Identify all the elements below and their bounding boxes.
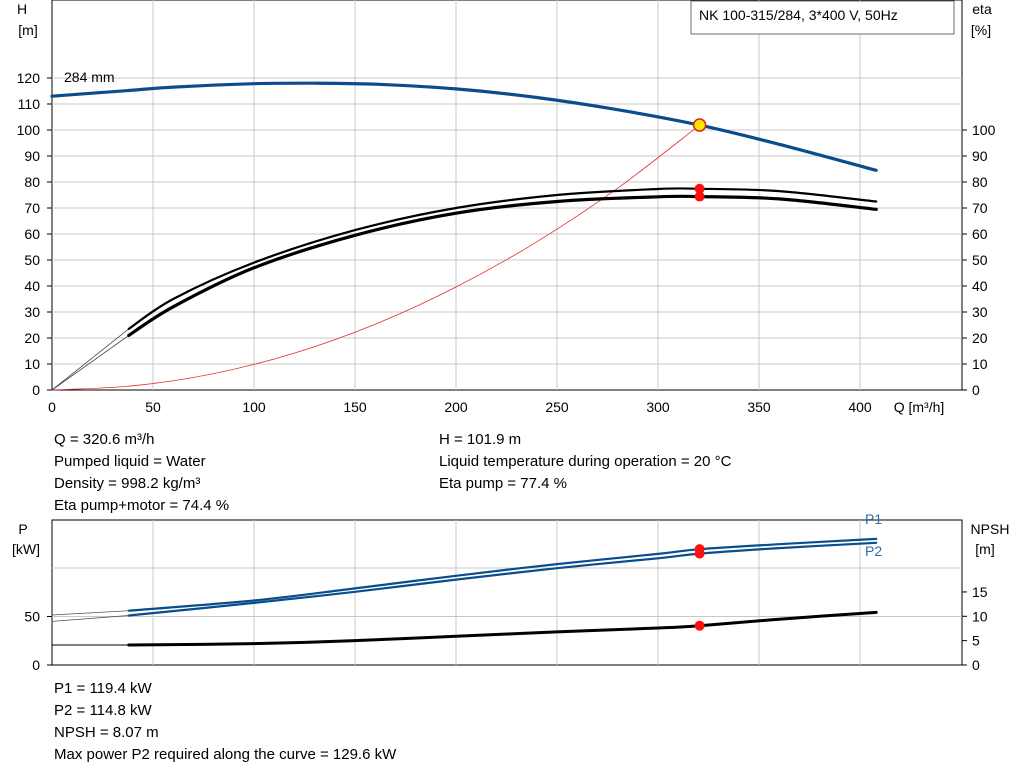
- info-top-right: H = 101.9 m Liquid temperature during op…: [439, 429, 731, 495]
- system-curve: [51, 124, 700, 391]
- info-head: H = 101.9 m: [439, 431, 522, 448]
- flow-axis-label: Q [m³/h]: [894, 399, 945, 415]
- npsh-tick-label: 15: [972, 584, 988, 600]
- info-density: Density = 998.2 kg/m³: [54, 475, 201, 492]
- info-npsh: NPSH = 8.07 m: [54, 724, 159, 741]
- eta-tick-label: 40: [972, 278, 988, 294]
- eta-tick-label: 60: [972, 226, 988, 242]
- info-eta-pump-motor: Eta pump+motor = 74.4 %: [54, 497, 230, 514]
- bottom-chart-curves: [51, 537, 878, 647]
- info-pumped-liquid: Pumped liquid = Water: [54, 453, 206, 470]
- head-tick-label: 60: [24, 226, 40, 242]
- p2-curve: [127, 541, 878, 617]
- x-tick-label: 200: [444, 399, 468, 415]
- head-tick-label: 40: [24, 278, 40, 294]
- head-tick-label: 30: [24, 304, 40, 320]
- bottom-chart-tick-labels: 0 50 0 5 10 15: [24, 584, 987, 673]
- duty-point-head-marker: [692, 118, 707, 132]
- head-tick-label: 70: [24, 200, 40, 216]
- bottom-chart-frame: [51, 519, 963, 666]
- info-p1: P1 = 119.4 kW: [54, 680, 152, 697]
- x-tick-label: 150: [343, 399, 367, 415]
- head-tick-label: 10: [24, 356, 40, 372]
- duty-point-markers: [692, 118, 707, 631]
- eta-axis-unit: [%]: [971, 22, 991, 38]
- top-chart-grid: [47, 0, 967, 391]
- head-axis-label: H: [17, 1, 27, 17]
- eta-pump-curve: [127, 187, 878, 330]
- head-tick-label: 50: [24, 252, 40, 268]
- top-chart-tick-labels: 0 50 100 150 200 250 300 350 4000102030405060708…: [17, 70, 996, 415]
- power-tick-label: 0: [32, 657, 40, 673]
- info-max-power: Max power P2 required along the curve = …: [54, 746, 397, 763]
- head-curve: [50, 81, 878, 172]
- eta-tick-label: 90: [972, 148, 988, 164]
- x-tick-label: 300: [646, 399, 670, 415]
- p2-curve-label: P2: [865, 543, 882, 559]
- info-bottom: P1 = 119.4 kW P2 = 114.8 kW NPSH = 8.07 …: [54, 678, 396, 766]
- eta-tick-label: 30: [972, 304, 988, 320]
- eta-tick-label: 20: [972, 330, 988, 346]
- x-tick-label: 250: [545, 399, 569, 415]
- x-tick-label: 50: [145, 399, 161, 415]
- head-tick-label: 120: [17, 70, 41, 86]
- eta-tick-label: 10: [972, 356, 988, 372]
- eta-curve-extension: [51, 328, 130, 391]
- head-tick-label: 80: [24, 174, 40, 190]
- x-tick-label: 100: [242, 399, 266, 415]
- duty-point-eta-pump-marker: [694, 183, 705, 194]
- power-curve-extension: [51, 610, 130, 616]
- eta-curve-extension: [51, 335, 130, 391]
- p1-curve: [127, 537, 878, 612]
- x-tick-label: 400: [848, 399, 872, 415]
- head-tick-label: 0: [32, 382, 40, 398]
- top-chart-curves: [50, 81, 878, 391]
- info-p2: P2 = 114.8 kW: [54, 702, 152, 719]
- head-tick-label: 110: [18, 96, 41, 112]
- impeller-diameter-label: 284 mm: [64, 69, 115, 85]
- duty-point-p2-marker: [694, 548, 705, 559]
- eta-tick-label: 80: [972, 174, 988, 190]
- top-chart-frame: [51, 0, 963, 391]
- npsh-tick-label: 10: [972, 608, 988, 624]
- npsh-axis-unit: [m]: [975, 541, 994, 557]
- head-tick-label: 100: [17, 122, 41, 138]
- npsh-tick-label: 5: [972, 633, 980, 649]
- power-curve-extension: [51, 615, 130, 622]
- npsh-curve: [127, 610, 878, 647]
- info-top-left: Q = 320.6 m³/h Pumped liquid = Water Den…: [54, 429, 229, 517]
- npsh-tick-label: 0: [972, 657, 980, 673]
- p1-curve-label: P1: [865, 511, 882, 527]
- power-tick-label: 50: [24, 609, 40, 625]
- chart-title: NK 100-315/284, 3*400 V, 50Hz: [699, 7, 898, 23]
- eta-tick-label: 50: [972, 252, 988, 268]
- eta-total-curve: [127, 194, 878, 337]
- duty-point-eta-total-marker: [694, 191, 705, 202]
- info-eta-pump: Eta pump = 77.4 %: [439, 475, 567, 492]
- head-axis-unit: [m]: [18, 22, 37, 38]
- head-tick-label: 20: [24, 330, 40, 346]
- info-flow: Q = 320.6 m³/h: [54, 431, 155, 448]
- eta-tick-label: 0: [972, 382, 980, 398]
- eta-tick-label: 70: [972, 200, 988, 216]
- head-tick-label: 90: [24, 148, 40, 164]
- x-tick-label: 0: [48, 399, 56, 415]
- npsh-axis-label: NPSH: [971, 521, 1010, 537]
- title-box: [690, 0, 955, 35]
- power-axis-label: P: [18, 521, 27, 537]
- info-liquid-temperature: Liquid temperature during operation = 20…: [439, 453, 732, 470]
- duty-point-npsh-marker: [694, 620, 705, 631]
- x-tick-label: 350: [747, 399, 771, 415]
- power-axis-unit: [kW]: [12, 541, 40, 557]
- eta-axis-label: eta: [972, 1, 992, 17]
- eta-tick-label: 100: [972, 122, 996, 138]
